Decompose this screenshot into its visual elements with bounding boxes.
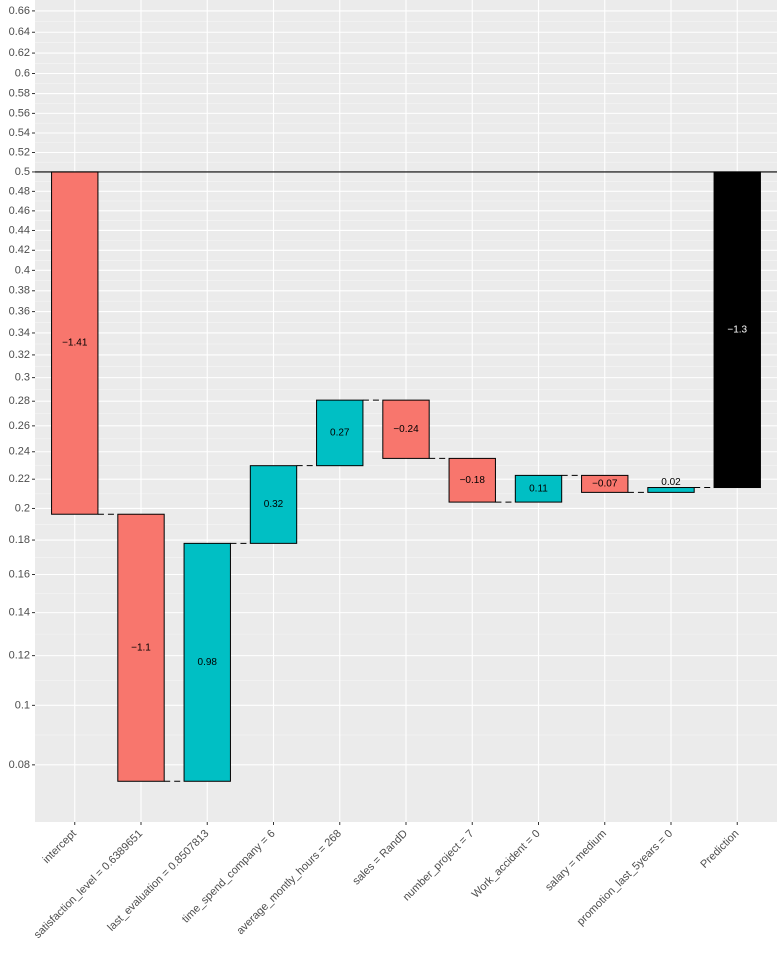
y-tick-label: 0.22 bbox=[9, 473, 30, 485]
y-tick-label: 0.64 bbox=[9, 26, 30, 38]
value-label: −0.24 bbox=[393, 424, 419, 435]
bar bbox=[249, 465, 298, 544]
y-tick-label: 0.52 bbox=[9, 146, 30, 158]
value-label: −0.18 bbox=[460, 475, 486, 486]
x-tick-label: number_project = 7 bbox=[401, 828, 477, 904]
y-tick-label: 0.26 bbox=[9, 420, 30, 432]
y-tick-label: 0.54 bbox=[9, 127, 30, 139]
value-label: 0.32 bbox=[264, 499, 284, 510]
x-tick-label: Work_accident = 0 bbox=[470, 828, 543, 901]
bar bbox=[382, 399, 430, 459]
x-tick-label: intercept bbox=[41, 828, 79, 866]
y-tick-label: 0.32 bbox=[9, 349, 30, 361]
x-tick-label: Prediction bbox=[698, 828, 741, 871]
y-tick-label: 0.18 bbox=[9, 534, 30, 546]
y-tick-label: 0.1 bbox=[15, 699, 30, 711]
value-label: 0.98 bbox=[198, 657, 218, 668]
x-tick-label: sales = RandD bbox=[350, 828, 410, 888]
y-tick-label: 0.08 bbox=[9, 759, 30, 771]
value-label: −1.3 bbox=[727, 324, 747, 335]
bar bbox=[581, 474, 629, 493]
bar bbox=[713, 171, 761, 489]
x-tick-label: average_montly_hours = 268 bbox=[234, 828, 343, 937]
y-tick-label: 0.34 bbox=[9, 327, 30, 339]
y-tick-label: 0.12 bbox=[9, 650, 30, 662]
y-tick-label: 0.16 bbox=[9, 568, 30, 580]
y-tick-label: 0.44 bbox=[9, 224, 30, 236]
bar bbox=[183, 542, 231, 782]
y-tick-label: 0.3 bbox=[15, 372, 30, 384]
bar bbox=[51, 171, 99, 515]
y-tick-label: 0.42 bbox=[9, 244, 30, 256]
bar bbox=[514, 474, 563, 503]
x-tick-label: satisfaction_level = 0.6389651 bbox=[32, 828, 145, 941]
y-tick-label: 0.36 bbox=[9, 306, 30, 318]
y-tick-label: 0.46 bbox=[9, 205, 30, 217]
bar bbox=[316, 399, 364, 467]
y-tick-label: 0.24 bbox=[9, 446, 30, 458]
y-tick-label: 0.6 bbox=[15, 67, 30, 79]
value-label: −1.41 bbox=[62, 338, 88, 349]
value-label: −1.1 bbox=[131, 642, 151, 653]
value-label: 0.27 bbox=[330, 428, 350, 439]
y-tick-label: 0.58 bbox=[9, 87, 30, 99]
y-tick-label: 0.5 bbox=[15, 166, 30, 178]
y-tick-label: 0.62 bbox=[9, 47, 30, 59]
y-tick-label: 0.66 bbox=[9, 5, 30, 17]
y-tick-label: 0.38 bbox=[9, 285, 30, 297]
y-tick-label: 0.4 bbox=[15, 264, 30, 276]
x-tick-label: salary = medium bbox=[543, 828, 609, 894]
y-tick-label: 0.28 bbox=[9, 395, 30, 407]
y-tick-label: 0.56 bbox=[9, 107, 30, 119]
y-tick-label: 0.14 bbox=[9, 607, 30, 619]
y-tick-label: 0.48 bbox=[9, 185, 30, 197]
value-label: 0.11 bbox=[529, 483, 548, 494]
value-label: 0.02 bbox=[661, 477, 681, 488]
bar bbox=[117, 513, 165, 782]
value-label: −0.07 bbox=[592, 479, 618, 490]
bar bbox=[448, 457, 496, 503]
y-tick-label: 0.2 bbox=[15, 502, 30, 514]
bar bbox=[647, 487, 695, 493]
